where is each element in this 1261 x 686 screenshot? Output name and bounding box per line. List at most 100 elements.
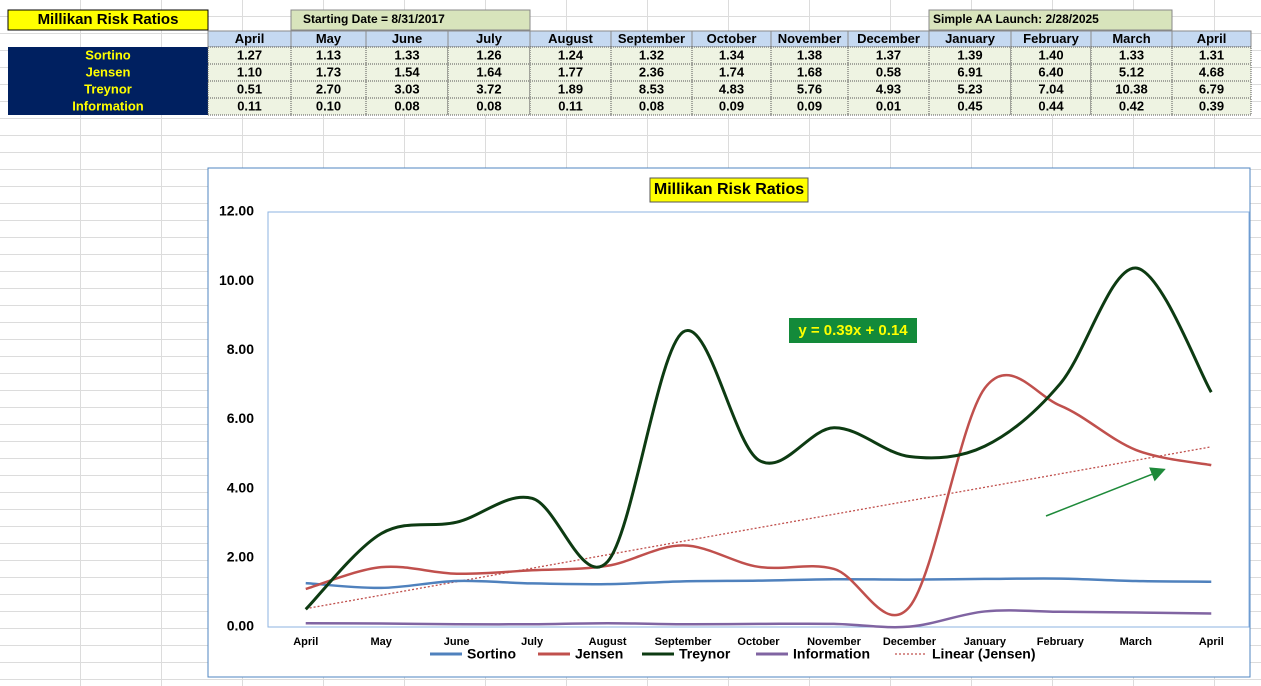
cell-value: 7.04	[1038, 81, 1064, 96]
header-label: September	[618, 31, 685, 46]
header-label: October	[707, 31, 757, 46]
x-tick-label: September	[655, 636, 713, 648]
cell-value: 1.33	[394, 47, 419, 62]
data-cell	[207, 63, 292, 82]
series-line	[305, 373, 1212, 617]
series-line	[304, 266, 1213, 611]
launch-note: Simple AA Launch: 2/28/2025	[933, 12, 1099, 26]
header-label: April	[1197, 31, 1227, 46]
y-tick-label: 6.00	[227, 410, 254, 426]
cell-value: 0.45	[957, 98, 982, 113]
cell-value: 6.79	[1199, 81, 1224, 96]
legend-label: Information	[793, 646, 870, 662]
cell-value: 0.51	[237, 81, 262, 96]
data-cell	[1171, 97, 1252, 116]
cell-value: 6.40	[1038, 64, 1063, 79]
x-tick-label: May	[370, 636, 392, 648]
data-cell	[207, 46, 292, 65]
header-label: February	[1023, 31, 1079, 46]
row-label: Jensen	[86, 64, 131, 79]
chart-title: Millikan Risk Ratios	[654, 181, 804, 198]
data-cell	[1090, 97, 1173, 116]
y-tick-label: 8.00	[227, 341, 254, 357]
cell-value: 0.08	[639, 98, 664, 113]
row-label: Treynor	[84, 81, 132, 96]
title-box	[7, 9, 209, 31]
cell-value: 8.53	[639, 81, 664, 96]
legend-label: Jensen	[575, 646, 623, 662]
y-tick-label: 10.00	[219, 272, 254, 288]
cell-value: 1.31	[1199, 47, 1224, 62]
cell-value: 1.13	[316, 47, 341, 62]
cell-value: 0.11	[237, 98, 262, 113]
cell-value: 5.23	[957, 81, 982, 96]
start-box	[290, 9, 531, 31]
data-cell	[691, 63, 772, 82]
header-label: November	[778, 31, 842, 46]
data-cell	[770, 97, 849, 116]
series-line	[305, 609, 1212, 629]
chart-area	[207, 167, 1251, 678]
cell-value: 1.38	[797, 47, 822, 62]
data-cell	[691, 97, 772, 116]
cell-value: 10.38	[1115, 81, 1148, 96]
cell-value: 1.33	[1119, 47, 1144, 62]
equation-box	[789, 318, 917, 343]
x-tick-label: July	[521, 636, 544, 648]
cell-value: 1.32	[639, 47, 664, 62]
x-tick-label: February	[1037, 636, 1085, 648]
equation: y = 0.39x + 0.14	[798, 322, 908, 339]
header-label: December	[857, 31, 920, 46]
header-label: August	[548, 31, 593, 46]
cell-value: 4.68	[1199, 64, 1224, 79]
cell-value: 2.36	[639, 64, 664, 79]
header-label: May	[316, 31, 342, 46]
header-label: June	[392, 31, 422, 46]
cell-value: 3.72	[476, 81, 501, 96]
data-cell	[529, 97, 612, 116]
sheet-title: Millikan Risk Ratios	[38, 11, 179, 28]
cell-value: 4.93	[876, 81, 901, 96]
x-tick-label: April	[293, 636, 318, 648]
header-label: January	[945, 31, 996, 46]
y-tick-label: 12.00	[219, 203, 254, 219]
chart-title-box	[649, 177, 809, 203]
x-tick-label: April	[1199, 636, 1224, 648]
data-cell	[290, 46, 367, 65]
cell-value: 1.77	[558, 64, 583, 79]
launch-box	[928, 9, 1173, 31]
start-note: Starting Date = 8/31/2017	[303, 12, 445, 26]
header-label: July	[476, 31, 503, 46]
x-tick-label: October	[737, 636, 780, 648]
legend-label: Treynor	[679, 646, 731, 662]
y-tick-label: 4.00	[227, 479, 254, 495]
cell-value: 0.39	[1199, 98, 1224, 113]
cell-value: 1.10	[237, 64, 262, 79]
cell-value: 1.39	[957, 47, 982, 62]
cell-value: 5.12	[1119, 64, 1144, 79]
header-label: March	[1112, 31, 1150, 46]
data-cell	[1171, 80, 1252, 99]
row-label: Sortino	[85, 47, 131, 62]
cell-value: 1.68	[797, 64, 822, 79]
x-tick-label: August	[589, 636, 627, 648]
cell-value: 1.89	[558, 81, 583, 96]
cell-value: 0.08	[394, 98, 419, 113]
y-tick-label: 0.00	[227, 618, 254, 634]
legend-label: Linear (Jensen)	[932, 646, 1035, 662]
cell-value: 1.64	[476, 64, 502, 79]
cell-value: 0.58	[876, 64, 901, 79]
row-label: Information	[72, 98, 144, 113]
cell-value: 1.73	[316, 64, 341, 79]
cell-value: 0.09	[797, 98, 822, 113]
cell-value: 2.70	[316, 81, 341, 96]
arrow	[1045, 467, 1166, 517]
label-column	[8, 47, 208, 115]
cell-value: 0.09	[719, 98, 744, 113]
cell-value: 1.34	[719, 47, 745, 62]
cell-value: 0.11	[558, 98, 583, 113]
x-tick-label: December	[883, 636, 937, 648]
x-tick-label: June	[444, 636, 470, 648]
cell-value: 0.01	[876, 98, 901, 113]
